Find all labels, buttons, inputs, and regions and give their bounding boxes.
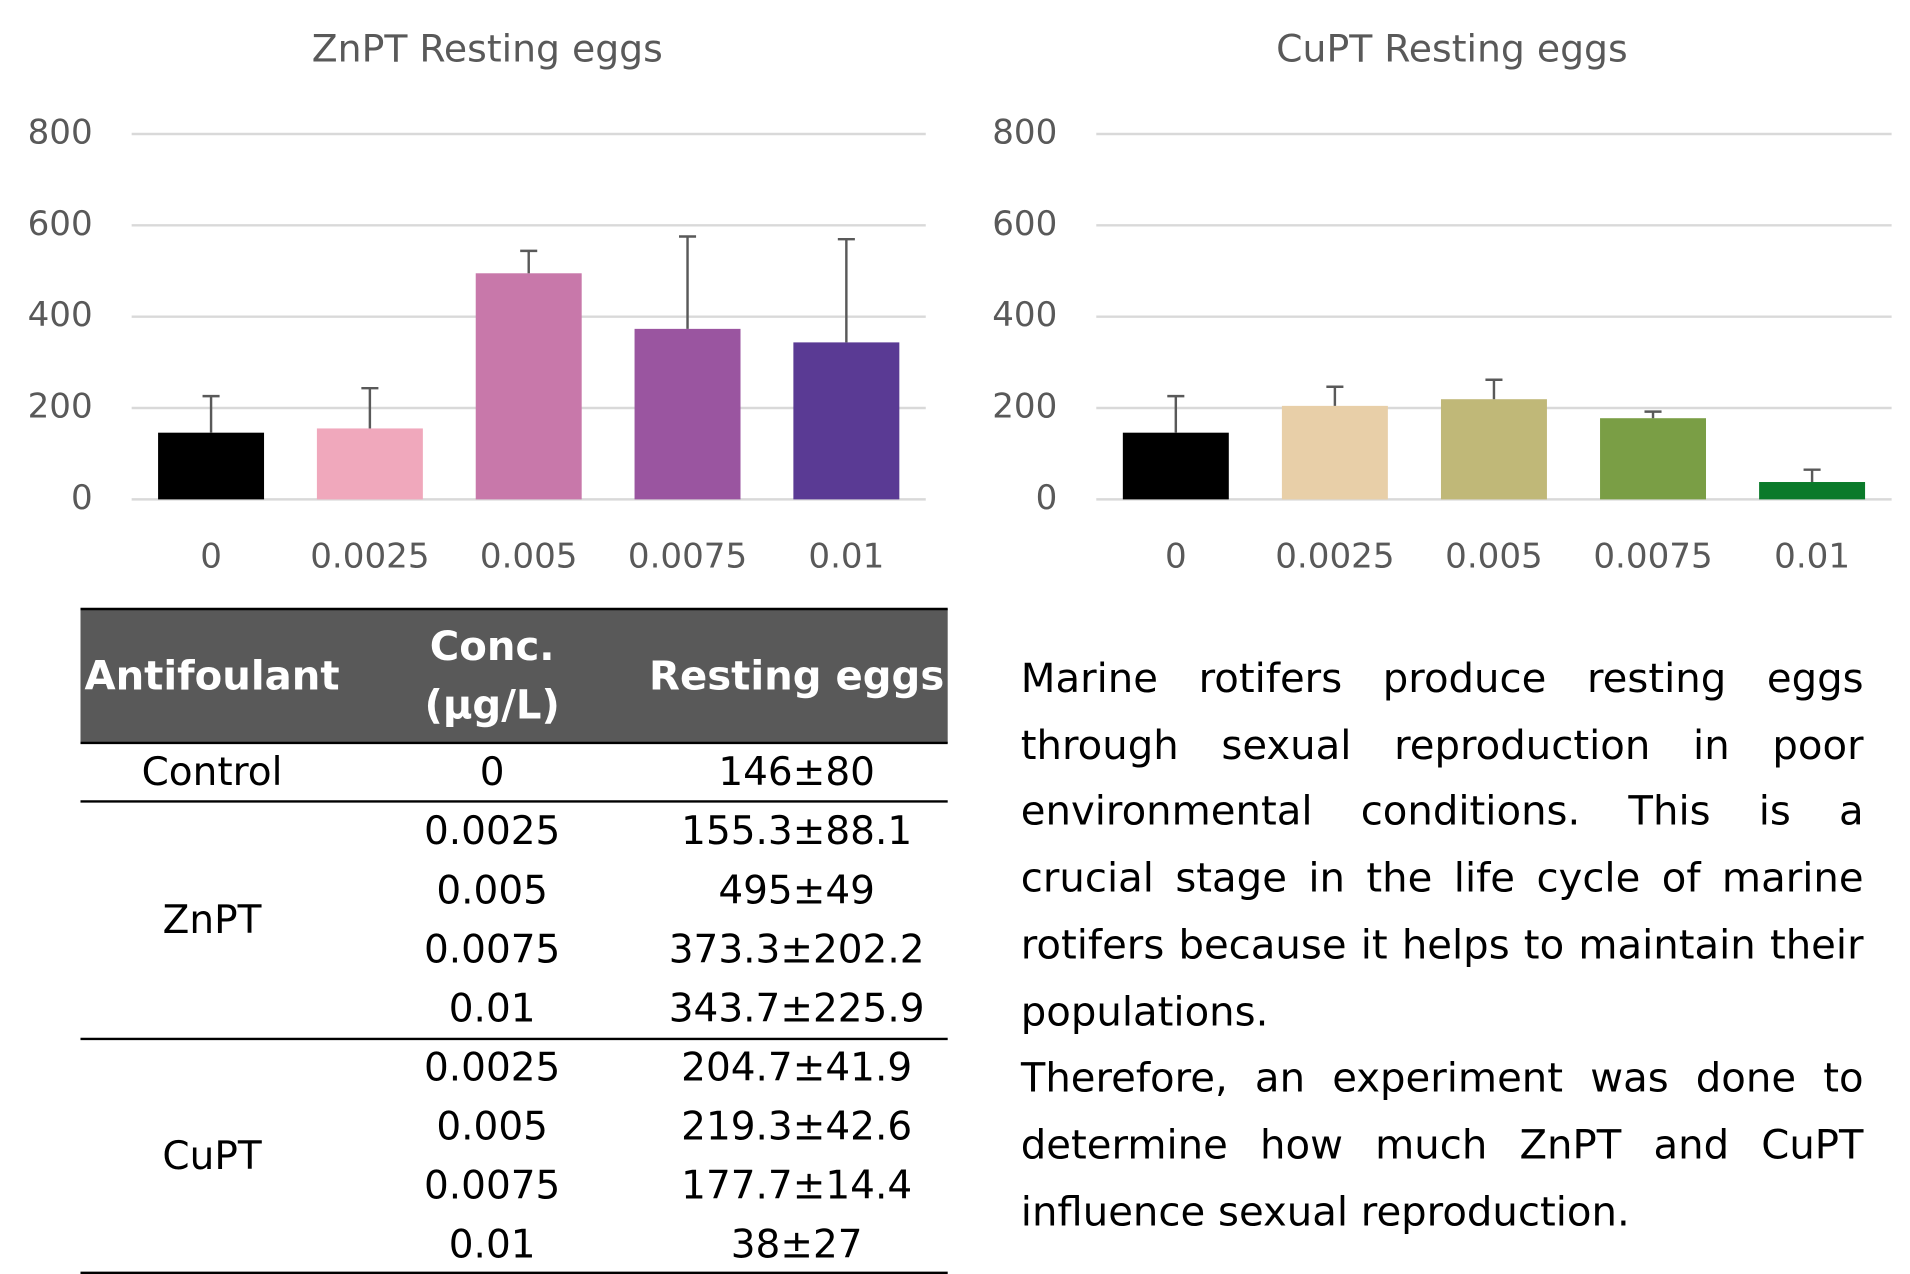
x-tick-label: 0 bbox=[200, 536, 222, 576]
bar bbox=[1759, 482, 1866, 500]
y-tick-label: 600 bbox=[992, 204, 1057, 244]
table-group: ZnPT bbox=[163, 898, 262, 943]
y-tick-label: 600 bbox=[28, 204, 93, 244]
x-tick-label: 0.01 bbox=[808, 536, 884, 576]
table-header: (μg/L) bbox=[424, 683, 559, 729]
bar bbox=[475, 273, 582, 500]
table-cell: 343.7±225.9 bbox=[669, 986, 925, 1031]
chart-title: CuPT Resting eggs bbox=[1276, 27, 1628, 71]
paragraph: Marine rotifers produce resting eggs thr… bbox=[1020, 654, 1864, 1035]
bar bbox=[158, 432, 265, 500]
bar bbox=[316, 428, 423, 500]
bar bbox=[1440, 399, 1547, 500]
chart-title: ZnPT Resting eggs bbox=[312, 27, 663, 71]
table-cell: 0.01 bbox=[449, 1223, 536, 1268]
table-cell: 146±80 bbox=[718, 750, 875, 795]
error-bar bbox=[1485, 378, 1503, 400]
table-cell: 0.005 bbox=[436, 868, 548, 913]
table-cell: 373.3±202.2 bbox=[669, 927, 925, 972]
table-header-bg bbox=[80, 608, 948, 743]
error-bar bbox=[1803, 468, 1821, 483]
bar bbox=[1122, 432, 1229, 500]
table-cell: 155.3±88.1 bbox=[681, 809, 912, 854]
x-tick-label: 0.005 bbox=[1445, 536, 1543, 576]
y-tick-label: 400 bbox=[992, 295, 1057, 335]
table-cell: 495±49 bbox=[718, 868, 875, 913]
bar bbox=[1600, 418, 1707, 500]
paragraph: Therefore, an experiment was done to det… bbox=[1020, 1053, 1864, 1235]
table-cell: 219.3±42.6 bbox=[681, 1105, 912, 1150]
error-bar bbox=[520, 249, 538, 274]
table-cell: 0.0025 bbox=[424, 1045, 560, 1090]
y-tick-label: 800 bbox=[992, 112, 1057, 152]
bar bbox=[1281, 405, 1388, 500]
y-tick-label: 400 bbox=[28, 295, 93, 335]
y-tick-label: 200 bbox=[992, 387, 1057, 427]
y-tick-label: 0 bbox=[71, 478, 93, 518]
table-cell: 177.7±14.4 bbox=[681, 1164, 912, 1209]
table-cell: 204.7±41.9 bbox=[681, 1045, 912, 1090]
error-bar bbox=[1326, 385, 1344, 406]
table-cell: 0.0075 bbox=[424, 927, 560, 972]
error-bar bbox=[202, 394, 220, 433]
table-cell: 0.01 bbox=[449, 986, 536, 1031]
table-cell: 0 bbox=[480, 750, 505, 795]
x-tick-label: 0.0025 bbox=[310, 536, 429, 576]
error-bar bbox=[837, 237, 855, 343]
table-cell: 0.0075 bbox=[424, 1164, 560, 1209]
x-tick-label: 0.01 bbox=[1774, 536, 1850, 576]
table-group: CuPT bbox=[162, 1134, 261, 1179]
error-bar bbox=[679, 235, 697, 329]
error-bar bbox=[1167, 394, 1185, 433]
table-cell: 38±27 bbox=[731, 1223, 863, 1268]
table-cell: 0.0025 bbox=[424, 809, 560, 854]
y-tick-label: 0 bbox=[1036, 478, 1058, 518]
table-group: Control bbox=[142, 750, 283, 795]
bar bbox=[634, 328, 741, 500]
table-cell: 0.005 bbox=[436, 1105, 548, 1150]
table-header: Resting eggs bbox=[649, 653, 944, 699]
error-bar bbox=[361, 386, 379, 429]
y-tick-label: 200 bbox=[28, 387, 93, 427]
x-tick-label: 0.0075 bbox=[1593, 536, 1712, 576]
bar bbox=[793, 342, 900, 500]
x-tick-label: 0.005 bbox=[480, 536, 578, 576]
x-tick-label: 0.0025 bbox=[1275, 536, 1394, 576]
x-tick-label: 0 bbox=[1165, 536, 1187, 576]
x-tick-label: 0.0075 bbox=[628, 536, 747, 576]
table-header: Conc. bbox=[430, 624, 555, 670]
table-header: Antifoulant bbox=[84, 653, 339, 699]
y-tick-label: 800 bbox=[28, 112, 93, 152]
error-bar bbox=[1644, 410, 1662, 419]
text-box: Marine rotifers produce resting eggs thr… bbox=[1020, 654, 1864, 1235]
